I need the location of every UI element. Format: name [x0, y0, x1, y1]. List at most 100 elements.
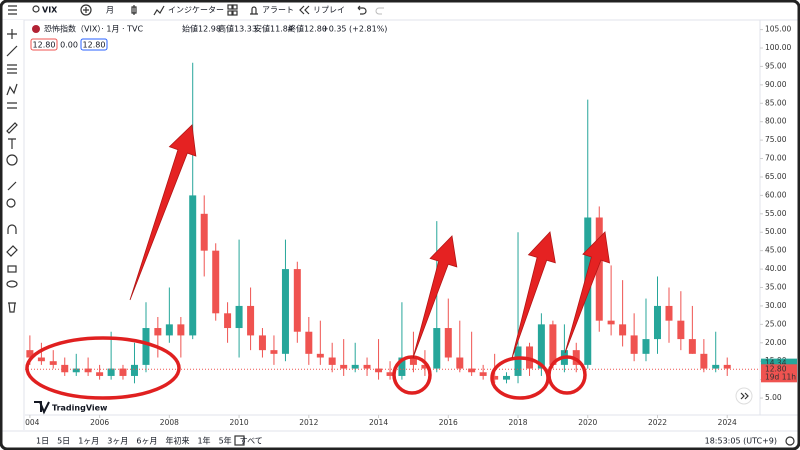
range-button[interactable]: 5年 [219, 436, 232, 446]
measure-tool[interactable] [7, 181, 17, 191]
candle-body [61, 364, 69, 373]
candle-body [270, 350, 278, 354]
bottom-bar: 18:53:05 (UTC+9) 1日 5日 1ヶ月 3ヶ月 6ヶ月 年初来 1年 5年 すべて [0, 430, 800, 446]
candle-body [189, 195, 197, 336]
watermark: TradingView [52, 404, 108, 413]
pattern-tool[interactable] [6, 83, 18, 96]
icon-tool[interactable] [6, 154, 18, 166]
range-button[interactable]: 年初来 [165, 436, 189, 446]
chart-type-icon[interactable] [131, 5, 137, 15]
alert[interactable]: アラート [262, 6, 294, 15]
y-tick-label: 105.00 [765, 25, 791, 34]
y-tick-label: 20.00 [765, 338, 787, 347]
delete-tool[interactable] [8, 302, 16, 313]
magnet-tool[interactable] [7, 224, 17, 234]
search-icon[interactable] [32, 5, 40, 13]
range-button[interactable]: 6ヶ月 [136, 437, 157, 446]
y-tick-label: 60.00 [765, 190, 787, 199]
forecast-tool[interactable] [7, 102, 17, 109]
candle-body [224, 313, 232, 329]
candle-body [37, 357, 45, 362]
scroll-icon [740, 392, 749, 400]
high: 13.33 [234, 25, 257, 34]
candle-body [653, 305, 661, 340]
indicator-icon[interactable] [153, 5, 165, 16]
high-label: 高値 [218, 24, 234, 34]
date-range-icon[interactable] [234, 435, 245, 446]
indicators[interactable]: インジケーター [168, 6, 224, 15]
range-button[interactable]: 1ヶ月 [78, 437, 99, 446]
fib-tool[interactable] [7, 64, 17, 74]
y-tick-label: 55.00 [765, 209, 787, 218]
range-button[interactable]: 5日 [57, 437, 70, 446]
line-tool[interactable] [6, 45, 18, 57]
add-icon[interactable] [80, 4, 92, 16]
y-tick-label: 85.00 [765, 98, 787, 107]
y-tick-label: 40.00 [765, 264, 787, 273]
candle-body [142, 328, 150, 365]
range-button[interactable]: すべて [240, 437, 263, 446]
range-button[interactable]: 1日 [36, 437, 49, 446]
candle-body [363, 364, 371, 369]
redo-icon[interactable] [375, 7, 384, 15]
candle-body [258, 335, 266, 351]
interval[interactable]: 月 [106, 6, 114, 15]
candle-body [549, 324, 557, 365]
legend-name[interactable]: 恐怖指数（VIX）· 1月 · TVC [44, 24, 143, 34]
box-value: 0.00 [60, 41, 78, 50]
candle-body [107, 368, 115, 376]
y-tick-label: 45.00 [765, 246, 787, 255]
candle-body [433, 328, 441, 369]
candle-body [247, 305, 255, 336]
candle-body [316, 353, 324, 358]
y-tick-label: 50.00 [765, 227, 787, 236]
price-box[interactable] [30, 38, 58, 51]
range-button[interactable]: 3ヶ月 [107, 437, 128, 446]
clock: 18:53:05 (UTC+9) [705, 437, 777, 446]
y-tick-label: 80.00 [765, 117, 787, 126]
replay-icon[interactable] [299, 5, 310, 15]
menu-icon[interactable] [8, 5, 17, 15]
candle-body [514, 346, 522, 376]
candle-body [235, 305, 243, 329]
brush-tool[interactable] [6, 122, 18, 134]
y-tick-label: 5.00 [765, 393, 782, 402]
x-tick-label: 2022 [648, 418, 667, 427]
candle-body [340, 364, 348, 369]
close-label: 終値 [288, 24, 304, 34]
candle-body [421, 364, 429, 369]
settings-icon[interactable] [785, 436, 795, 446]
x-tick-label: 2018 [508, 418, 527, 427]
symbol[interactable]: VIX [42, 6, 58, 15]
price-box[interactable] [80, 38, 108, 51]
candle-body [293, 269, 301, 332]
marker-price-label: 14.34 [765, 359, 787, 368]
candle-body [281, 269, 289, 354]
candle-body [119, 368, 127, 376]
arrow [511, 231, 556, 359]
range-button[interactable]: 1年 [197, 436, 210, 446]
crosshair-tool[interactable] [7, 29, 17, 39]
arrow [564, 231, 610, 354]
candle-body [642, 339, 650, 354]
replay[interactable]: リプレイ [313, 6, 345, 15]
marker-price-box [761, 358, 797, 369]
y-tick-label: 30.00 [765, 301, 787, 310]
annotations [25, 124, 610, 400]
visibility-tool[interactable] [6, 280, 18, 288]
candle-body [712, 364, 720, 369]
undo-icon[interactable] [357, 5, 367, 15]
draw-mode-tool[interactable] [6, 245, 18, 257]
alert-icon[interactable] [250, 6, 258, 15]
highlight-circle [547, 355, 587, 395]
x-tick-label: 2012 [299, 418, 318, 427]
lock-tool[interactable] [7, 265, 17, 273]
layout-icon[interactable] [227, 4, 233, 10]
x-tick-label: 2004 [20, 418, 39, 427]
change: +0.35 (+2.81%) [322, 25, 387, 34]
text-tool[interactable] [8, 138, 16, 149]
zoom-tool[interactable] [6, 198, 16, 208]
candle-body [619, 324, 627, 336]
candle-body [328, 357, 336, 365]
